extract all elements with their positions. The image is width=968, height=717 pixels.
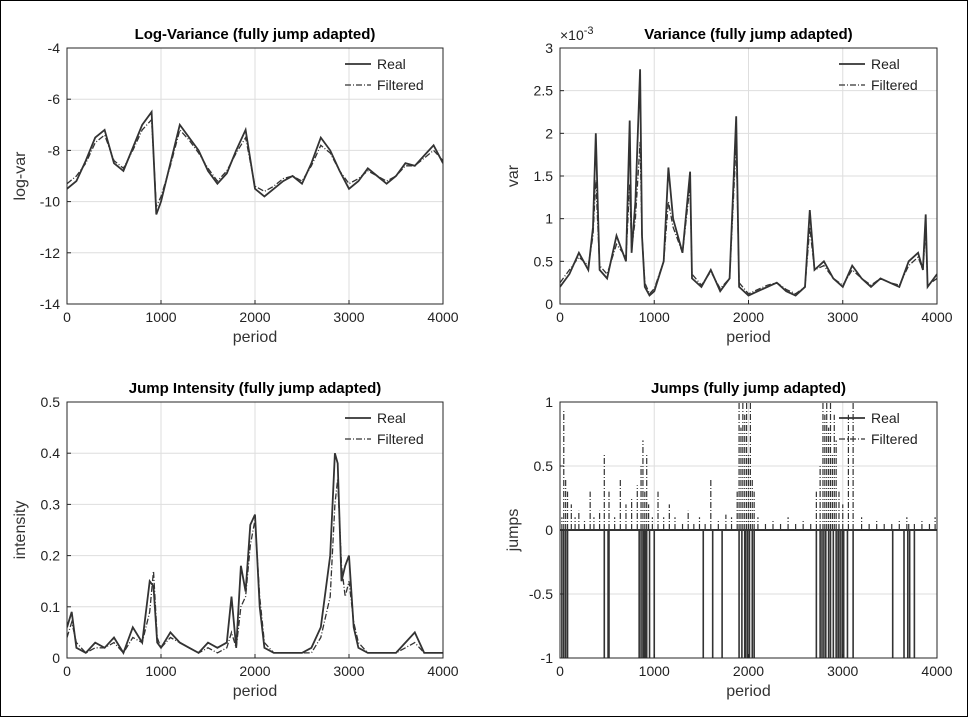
exponent-label: ×10-3 <box>560 25 594 43</box>
x-tick-label: 1000 <box>639 663 670 679</box>
series-filtered <box>561 402 936 530</box>
chart-title: Jump Intensity (fully jump adapted) <box>129 380 382 397</box>
x-axis-label: period <box>233 683 277 700</box>
series-group <box>67 109 443 215</box>
x-tick-label: 3000 <box>827 663 858 679</box>
x-tick-label: 2000 <box>733 663 764 679</box>
y-axis-label: log-var <box>12 151 29 201</box>
y-tick-label: -12 <box>40 245 60 261</box>
y-tick-label: 1 <box>545 394 553 410</box>
y-tick-label: -14 <box>40 296 60 312</box>
y-tick-label: 0.2 <box>41 548 61 564</box>
legend-label-real: Real <box>871 410 900 426</box>
series-real <box>561 530 916 658</box>
x-tick-label: 4000 <box>921 663 952 679</box>
y-tick-label: -6 <box>48 91 61 107</box>
chart-panel-2: 0 1000 2000 3000 4000 0 0.5 1 1.5 2 2.5 3 ×10-3 Varia… <box>505 25 953 346</box>
x-tick-label: 1000 <box>639 309 670 325</box>
y-tick-label: 0.3 <box>41 496 61 512</box>
series-group <box>67 452 443 655</box>
legend: Real Filtered <box>839 56 918 93</box>
legend: Real Filtered <box>345 410 424 447</box>
x-tick-label: 3000 <box>333 663 364 679</box>
y-tick-label: -10 <box>40 194 60 210</box>
legend-label-filtered: Filtered <box>377 77 424 93</box>
series-filtered-line <box>560 141 937 295</box>
chart-panel-1: 0 1000 2000 3000 4000 -14 -12 -10 -8 -6 -4 Log-Vari… <box>12 26 459 346</box>
x-tick-label: 0 <box>63 663 71 679</box>
series-real-line <box>560 69 937 297</box>
y-tick-label: -4 <box>48 40 61 56</box>
x-axis-label: period <box>726 683 770 700</box>
legend-label-real: Real <box>377 410 406 426</box>
y-tick-label: 0.4 <box>41 445 61 461</box>
y-tick-label: 0.5 <box>534 253 554 269</box>
x-tick-label: 1000 <box>145 663 176 679</box>
series-group <box>560 402 937 658</box>
y-tick-label: 1 <box>545 211 553 227</box>
x-tick-label: 2000 <box>239 309 270 325</box>
y-tick-label: -8 <box>48 142 61 158</box>
y-tick-label: -0.5 <box>529 586 553 602</box>
y-tick-label: 0.5 <box>534 458 554 474</box>
y-tick-label: 3 <box>545 40 553 56</box>
y-tick-label: -1 <box>541 650 554 666</box>
chart-title: Variance (fully jump adapted) <box>644 26 852 43</box>
x-tick-label: 2000 <box>733 309 764 325</box>
legend: Real Filtered <box>345 56 424 93</box>
x-tick-label: 4000 <box>921 309 952 325</box>
x-axis-label: period <box>233 329 277 346</box>
legend-label-filtered: Filtered <box>377 431 424 447</box>
x-tick-label: 1000 <box>145 309 176 325</box>
chart-panel-3: 0 1000 2000 3000 4000 0 0.1 0.2 0.3 0.4 0.5 Jump In… <box>12 380 459 700</box>
x-tick-label: 2000 <box>239 663 270 679</box>
chart-title: Log-Variance (fully jump adapted) <box>135 26 376 43</box>
legend-label-real: Real <box>377 56 406 72</box>
x-axis-label: period <box>726 329 770 346</box>
x-tick-label: 0 <box>556 309 564 325</box>
x-tick-label: 4000 <box>427 663 458 679</box>
series-group <box>560 69 937 297</box>
legend-label-filtered: Filtered <box>871 431 918 447</box>
y-tick-label: 0.1 <box>41 599 61 615</box>
y-tick-label: 2 <box>545 125 553 141</box>
legend-label-real: Real <box>871 56 900 72</box>
x-tick-label: 0 <box>63 309 71 325</box>
series-filtered-line <box>67 478 443 654</box>
chart-title: Jumps (fully jump adapted) <box>651 380 846 397</box>
series-real-line <box>67 452 443 655</box>
legend-label-filtered: Filtered <box>871 77 918 93</box>
series-filtered-line <box>67 118 443 207</box>
y-tick-label: 2.5 <box>534 83 554 99</box>
y-tick-label: 0 <box>545 296 553 312</box>
y-tick-label: 1.5 <box>534 168 554 184</box>
chart-panel-4: 0 1000 2000 3000 4000 -1 -0.5 0 0.5 1 Jumps (fully… <box>505 380 953 700</box>
y-tick-label: 0 <box>545 522 553 538</box>
y-tick-label: 0.5 <box>41 394 61 410</box>
y-tick-label: 0 <box>52 650 60 666</box>
legend: Real Filtered <box>839 410 918 447</box>
x-tick-label: 3000 <box>333 309 364 325</box>
x-tick-label: 3000 <box>827 309 858 325</box>
y-axis-label: jumps <box>505 509 522 553</box>
y-axis-label: intensity <box>12 501 29 560</box>
x-tick-label: 0 <box>556 663 564 679</box>
y-axis-label: var <box>505 164 522 187</box>
x-tick-label: 4000 <box>427 309 458 325</box>
